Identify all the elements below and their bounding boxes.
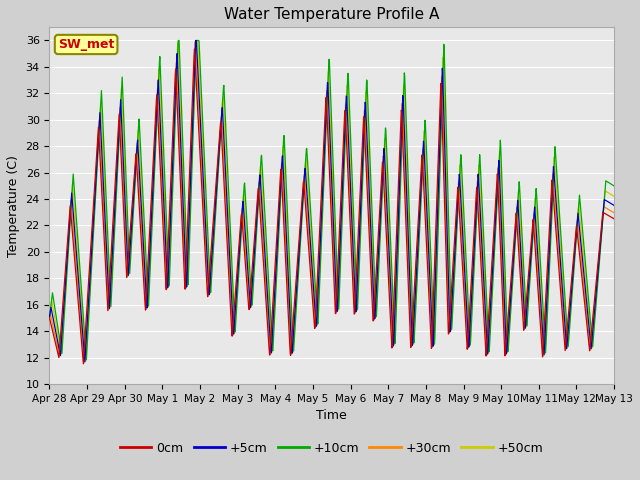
X-axis label: Time: Time [316,409,347,422]
Title: Water Temperature Profile A: Water Temperature Profile A [224,7,440,22]
Text: SW_met: SW_met [58,38,115,51]
Legend: 0cm, +5cm, +10cm, +30cm, +50cm: 0cm, +5cm, +10cm, +30cm, +50cm [115,437,548,460]
Y-axis label: Temperature (C): Temperature (C) [7,155,20,257]
